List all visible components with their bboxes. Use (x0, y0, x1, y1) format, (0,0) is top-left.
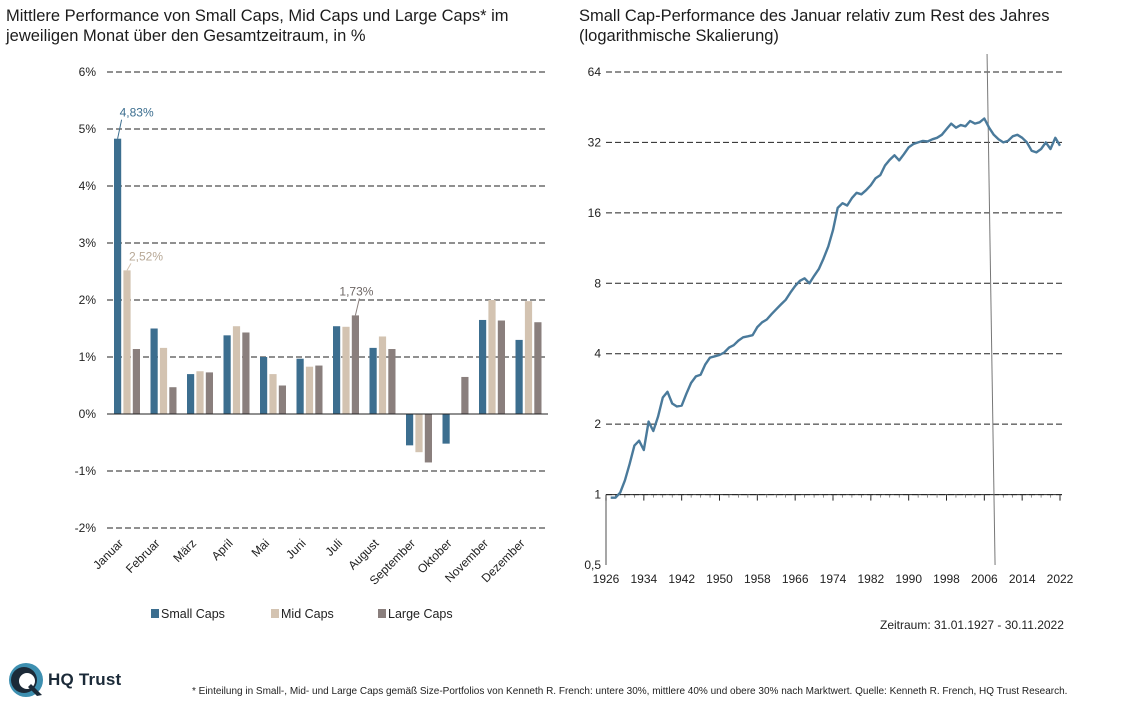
legend-swatch (378, 609, 386, 618)
data-label: 2,52% (129, 249, 163, 263)
bar-small-caps (406, 414, 414, 446)
x-tick-label: Februar (123, 536, 163, 576)
x-tick-label: Mai (249, 536, 273, 560)
bar-mid-caps (269, 374, 277, 414)
y-tick-label: 3% (79, 236, 97, 250)
x-tick-label: 1942 (668, 572, 695, 586)
bar-mid-caps (232, 326, 241, 414)
x-tick-label: 1966 (782, 572, 809, 586)
x-tick-label: 1950 (706, 572, 733, 586)
bar-large-caps (315, 365, 323, 414)
y-tick-label: 6% (79, 65, 97, 79)
data-label: 1,73% (339, 284, 373, 298)
right-chart-title: Small Cap-Performance des Januar relativ… (579, 7, 1050, 45)
bar-large-caps (169, 387, 177, 414)
marker-line (986, 53, 996, 566)
annotation-leader (117, 119, 123, 139)
y-tick-label: -1% (75, 464, 97, 478)
legend-label: Mid Caps (281, 607, 334, 621)
bar-mid-caps (488, 300, 496, 414)
bar-mid-caps (196, 371, 204, 414)
bar-mid-caps (415, 414, 423, 453)
y-tick-label: 8 (594, 276, 601, 290)
y-tick-label: 5% (79, 122, 97, 136)
x-tick-label: 2006 (971, 572, 998, 586)
bar-large-caps (132, 349, 140, 414)
bar-small-caps (260, 357, 268, 414)
bar-small-caps (150, 328, 158, 414)
y-tick-label: 2% (79, 293, 97, 307)
y-tick-label: 0,5 (584, 558, 601, 572)
x-tick-label: März (170, 536, 199, 565)
bar-large-caps (534, 322, 542, 414)
bar-large-caps (351, 315, 359, 414)
bar-small-caps (515, 339, 523, 414)
bar-small-caps (369, 347, 377, 414)
y-tick-label: 0% (79, 407, 97, 421)
y-tick-label: 4 (594, 347, 601, 361)
bar-large-caps (388, 349, 396, 414)
bar-small-caps (223, 335, 231, 414)
x-tick-label: 1926 (593, 572, 620, 586)
period-note: Zeitraum: 31.01.1927 - 30.11.2022 (880, 618, 1064, 632)
left-chart-title: Mittlere Performance von Small Caps, Mid… (6, 7, 509, 45)
y-tick-label: 16 (588, 206, 602, 220)
y-tick-label: 2 (594, 417, 601, 431)
bar-large-caps (424, 414, 432, 463)
bar-large-caps (278, 385, 286, 414)
legend-swatch (271, 609, 279, 618)
data-label: 4,83% (120, 106, 154, 120)
x-tick-label: Januar (90, 536, 126, 572)
bar-large-caps (205, 372, 213, 414)
bar-small-caps (442, 414, 450, 444)
x-tick-label: 2014 (1009, 572, 1036, 586)
x-tick-label: 1934 (630, 572, 657, 586)
y-tick-label: 1% (79, 350, 97, 364)
annotation-leader (126, 263, 132, 271)
brand-name: HQ Trust (48, 670, 122, 689)
bar-mid-caps (123, 270, 131, 414)
x-tick-label: 1998 (933, 572, 960, 586)
y-tick-label: 32 (588, 135, 602, 149)
x-tick-label: Juli (322, 536, 345, 559)
y-tick-label: 1 (594, 488, 601, 502)
bar-large-caps (497, 320, 505, 414)
bar-small-caps (114, 138, 122, 414)
bar-mid-caps (342, 326, 350, 414)
bar-mid-caps (305, 366, 314, 414)
bar-small-caps (187, 374, 195, 414)
x-tick-label: 2022 (1047, 572, 1074, 586)
legend-label: Large Caps (388, 607, 453, 621)
x-tick-label: 1974 (820, 572, 847, 586)
bar-large-caps (242, 332, 250, 414)
bar-mid-caps (159, 347, 168, 414)
bar-small-caps (479, 319, 487, 414)
bar-mid-caps (378, 336, 387, 414)
legend-swatch (151, 609, 159, 618)
footnote: * Einteilung in Small-, Mid- und Large C… (192, 686, 1068, 697)
y-tick-label: 64 (588, 65, 602, 79)
bar-large-caps (461, 376, 469, 414)
bar-small-caps (333, 326, 341, 414)
bar-small-caps (296, 358, 304, 414)
annotation-leader (354, 298, 360, 316)
x-tick-label: 1982 (857, 572, 884, 586)
hq-trust-logo-icon (9, 663, 43, 697)
x-tick-label: 1990 (895, 572, 922, 586)
y-tick-label: 4% (79, 179, 97, 193)
series-line (610, 117, 1062, 499)
bar-mid-caps (524, 301, 533, 414)
legend-label: Small Caps (161, 607, 225, 621)
x-tick-label: Juni (283, 536, 308, 561)
x-tick-label: 1958 (744, 572, 771, 586)
x-tick-label: April (209, 536, 236, 563)
y-tick-label: -2% (75, 521, 97, 535)
